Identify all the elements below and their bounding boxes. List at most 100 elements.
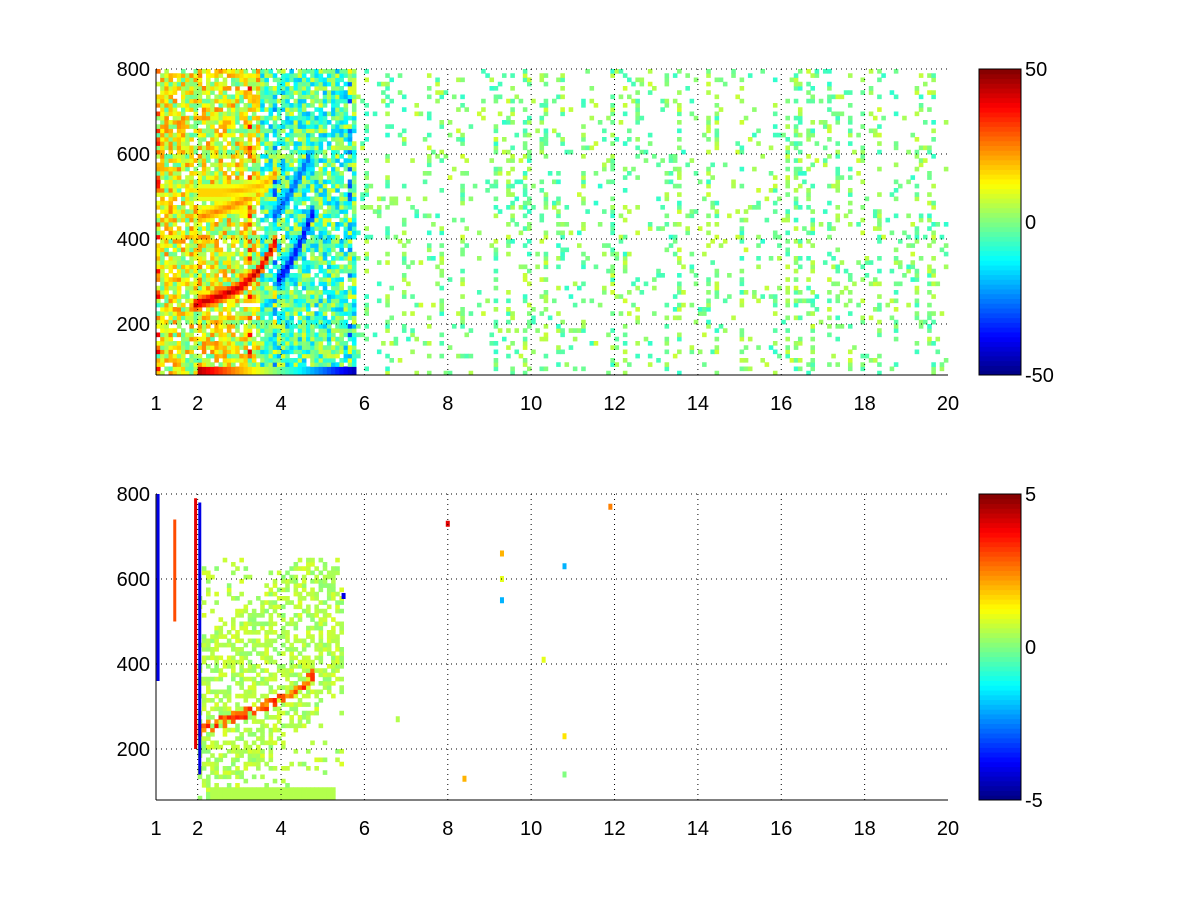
heatmap-cell [931, 319, 936, 325]
heatmap-cell [297, 154, 303, 159]
heatmap-cell [201, 149, 207, 155]
heatmap-cell [677, 175, 682, 180]
heatmap-cell [314, 370, 319, 376]
heatmap-cell [581, 137, 586, 142]
heatmap-cell [235, 209, 240, 214]
heatmap-cell [351, 217, 357, 223]
heatmap-cell [314, 158, 319, 163]
heatmap-cell [289, 213, 294, 219]
heatmap-cell [272, 226, 278, 231]
heatmap-cell [226, 698, 232, 703]
heatmap-cell [193, 86, 199, 91]
heatmap-cell [243, 336, 249, 342]
heatmap-cell [343, 222, 349, 227]
heatmap-cell [806, 166, 811, 172]
heatmap-cell [247, 86, 253, 91]
heatmap-cell [785, 285, 790, 291]
heatmap-cell [239, 791, 244, 797]
heatmap-cell [289, 107, 294, 112]
heatmap-cell [456, 353, 461, 359]
heatmap-cell [293, 107, 299, 112]
heatmap-cell [339, 77, 344, 83]
heatmap-cell [747, 205, 753, 210]
heatmap-cell [439, 243, 445, 248]
heatmap-cell [185, 115, 190, 121]
heatmap-cell [318, 217, 324, 223]
heatmap-cell [318, 332, 324, 338]
heatmap-cell [622, 251, 628, 257]
heatmap-cell [339, 332, 344, 338]
heatmap-cell [172, 341, 178, 346]
heatmap-cell [276, 341, 282, 346]
heatmap-cell [301, 154, 307, 159]
heatmap-cell [231, 290, 236, 295]
heatmap-cell [372, 111, 378, 117]
heatmap-cell [468, 311, 474, 316]
heatmap-cell [543, 336, 549, 342]
heatmap-cell [256, 183, 261, 189]
heatmap-cell [439, 302, 445, 308]
heatmap-cell [264, 175, 269, 180]
heatmap-cell [301, 132, 307, 138]
heatmap-cell [847, 324, 853, 329]
heatmap-cell [364, 336, 369, 342]
heatmap-cell [181, 73, 186, 78]
heatmap-cell [218, 315, 224, 321]
heatmap-cell [210, 111, 215, 117]
heatmap-cell [210, 766, 215, 771]
heatmap-cell [268, 69, 274, 74]
heatmap-cell [201, 328, 207, 333]
heatmap-cell [272, 307, 278, 312]
heatmap-cell [868, 281, 874, 287]
heatmap-cell [335, 222, 340, 227]
heatmap-cell [310, 94, 315, 100]
heatmap-cell [335, 141, 340, 146]
heatmap-cell [164, 226, 169, 231]
heatmap-cell [281, 179, 286, 185]
heatmap-cell [272, 94, 278, 100]
heatmap-cell [264, 69, 269, 74]
heatmap-cell [164, 239, 169, 244]
heatmap-cell [172, 90, 178, 95]
heatmap-cell [160, 243, 165, 248]
heatmap-cell [206, 141, 211, 146]
heatmap-cell [172, 370, 178, 376]
heatmap-cell [231, 277, 236, 282]
heatmap-cell [410, 349, 415, 355]
heatmap-cell [556, 256, 561, 261]
heatmap-cell [206, 723, 211, 729]
heatmap-cell [331, 311, 336, 316]
heatmap-cell [268, 273, 274, 278]
heatmap-cell [797, 336, 803, 342]
heatmap-cell [326, 268, 332, 274]
heatmap-cell [331, 175, 336, 180]
heatmap-cell [251, 324, 257, 329]
heatmap-cell [164, 111, 169, 117]
heatmap-cell [293, 281, 299, 287]
heatmap-cell [322, 332, 328, 338]
heatmap-cell [156, 103, 161, 108]
heatmap-cell [235, 175, 240, 180]
heatmap-cell [439, 251, 445, 257]
heatmap-cell [276, 192, 282, 197]
heatmap-cell [251, 158, 257, 163]
heatmap-cell [827, 307, 832, 312]
heatmap-cell [326, 200, 332, 206]
heatmap-cell [351, 358, 357, 363]
heatmap-cell [301, 98, 307, 104]
heatmap-cell [426, 213, 432, 219]
heatmap-cell [276, 319, 282, 325]
heatmap-cell [243, 353, 249, 359]
heatmap-cell [339, 192, 344, 197]
heatmap-cell [847, 349, 853, 355]
heatmap-cell [560, 86, 565, 91]
heatmap-cell [339, 209, 344, 214]
colorbar-swatch [979, 112, 1021, 118]
heatmap-cell [426, 145, 432, 151]
heatmap-cell [289, 370, 294, 376]
heatmap-cell [281, 341, 286, 346]
heatmap-cell [847, 200, 853, 206]
heatmap-cell [777, 353, 782, 359]
heatmap-cell [176, 349, 182, 355]
heatmap-cell [276, 349, 282, 355]
